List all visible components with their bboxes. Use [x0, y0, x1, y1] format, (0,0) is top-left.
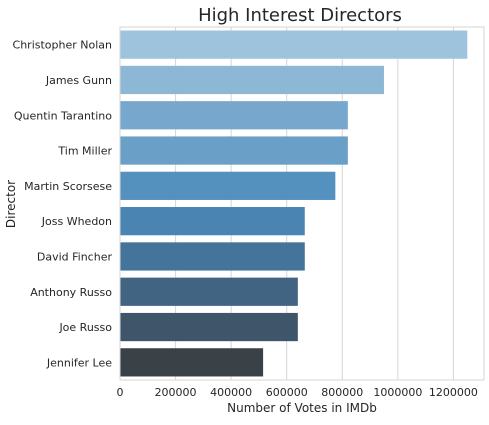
y-tick-label: Joe Russo — [58, 321, 112, 334]
bar — [120, 101, 348, 130]
y-tick-label: Christopher Nolan — [13, 39, 113, 52]
y-tick-label: James Gunn — [45, 74, 112, 87]
y-tick-label: Martin Scorsese — [24, 180, 112, 193]
bar — [120, 312, 298, 342]
y-tick-label: Quentin Tarantino — [14, 109, 112, 122]
bar — [120, 65, 384, 95]
plot-frame — [119, 26, 485, 381]
bar — [120, 30, 468, 59]
x-axis-label: Number of Votes in IMDb — [227, 401, 377, 415]
chart-title: High Interest Directors — [198, 5, 402, 26]
bar — [120, 171, 336, 200]
y-tick-labels: Christopher Nolan James Gunn Quentin Taran… — [13, 39, 113, 370]
y-tick-label: Anthony Russo — [30, 286, 112, 299]
bar — [120, 277, 298, 306]
bars — [120, 30, 468, 377]
y-tick-label: Tim Miller — [57, 145, 112, 158]
bar — [120, 242, 305, 271]
y-tick-label: David Fincher — [37, 250, 113, 263]
x-tick-label: 200000 — [155, 386, 197, 399]
x-tick-label: 0 — [117, 386, 124, 399]
x-tick-labels: 0 200000 400000 600000 800000 1000000 1200000 — [117, 386, 478, 399]
y-tick-label: Joss Whedon — [41, 215, 112, 228]
x-tick-label: 400000 — [210, 386, 252, 399]
bar — [120, 348, 264, 377]
x-tick-label: 600000 — [266, 386, 308, 399]
y-tick-label: Jennifer Lee — [46, 356, 112, 369]
x-tick-label: 1200000 — [429, 386, 478, 399]
bar — [120, 207, 305, 236]
y-axis-label: Director — [4, 180, 18, 228]
x-tick-label: 800000 — [321, 386, 363, 399]
bar — [120, 136, 348, 165]
x-tick-label: 1000000 — [373, 386, 422, 399]
